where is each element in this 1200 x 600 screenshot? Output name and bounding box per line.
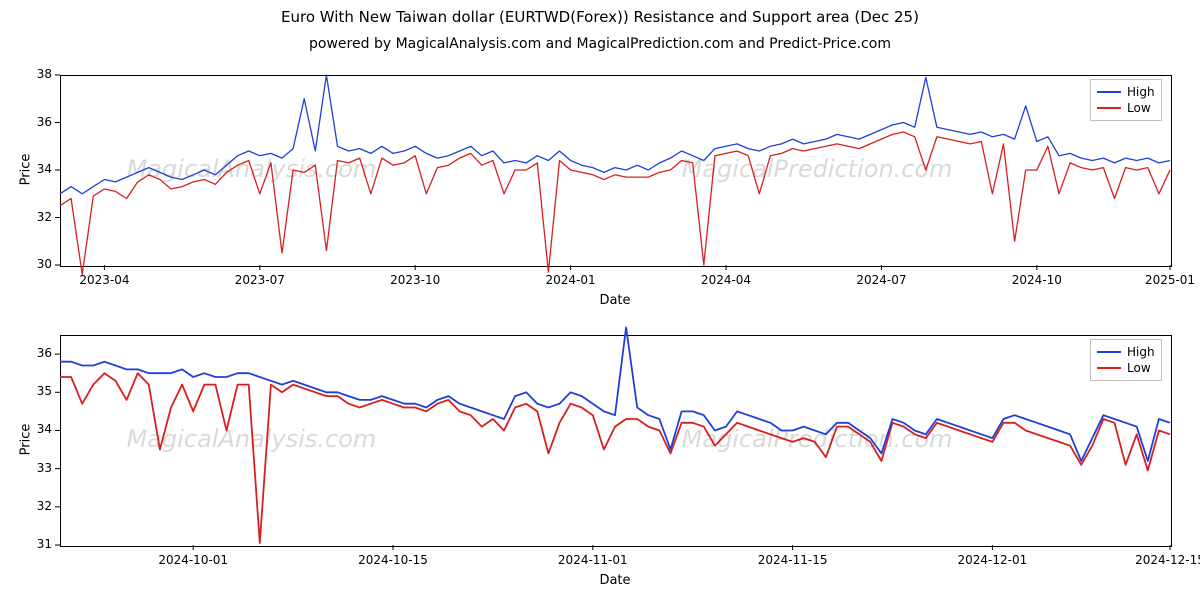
x-tick-label: 2024-01 (546, 273, 596, 287)
y-tick-label: 35 (22, 384, 52, 398)
x-tick-label: 2024-12-15 (1135, 553, 1200, 567)
x-tick-label: 2024-10-15 (358, 553, 428, 567)
x-tick-label: 2024-12-01 (958, 553, 1028, 567)
x-tick-label: 2024-10 (1012, 273, 1062, 287)
legend: High Low (1090, 339, 1162, 381)
legend-label: Low (1127, 361, 1151, 375)
x-tick-label: 2024-11-15 (758, 553, 828, 567)
y-tick-label: 38 (22, 67, 52, 81)
x-tick-label: 2023-10 (390, 273, 440, 287)
y-tick-label: 30 (22, 257, 52, 271)
y-tick-label: 34 (22, 162, 52, 176)
x-tick-label: 2025-01 (1145, 273, 1195, 287)
chart-bottom-svg (0, 0, 1200, 600)
y-tick-label: 36 (22, 346, 52, 360)
y-tick-label: 31 (22, 537, 52, 551)
x-tick-label: 2024-11-01 (558, 553, 628, 567)
x-tick-label: 2024-07 (856, 273, 906, 287)
x-tick-label: 2023-04 (79, 273, 129, 287)
y-tick-label: 32 (22, 499, 52, 513)
x-tick-label: 2024-04 (701, 273, 751, 287)
legend-item: Low (1097, 360, 1155, 376)
y-tick-label: 32 (22, 210, 52, 224)
y-tick-label: 33 (22, 461, 52, 475)
x-tick-label: 2024-10-01 (158, 553, 228, 567)
legend-label: High (1127, 345, 1155, 359)
legend-item: High (1097, 344, 1155, 360)
x-axis-label: Date (60, 573, 1170, 588)
series-low (60, 373, 1170, 543)
series-high (60, 327, 1170, 461)
x-tick-label: 2023-07 (235, 273, 285, 287)
legend-swatch (1097, 367, 1121, 369)
legend-swatch (1097, 351, 1121, 353)
y-tick-label: 34 (22, 422, 52, 436)
y-tick-label: 36 (22, 115, 52, 129)
figure: Euro With New Taiwan dollar (EURTWD(Fore… (0, 0, 1200, 600)
